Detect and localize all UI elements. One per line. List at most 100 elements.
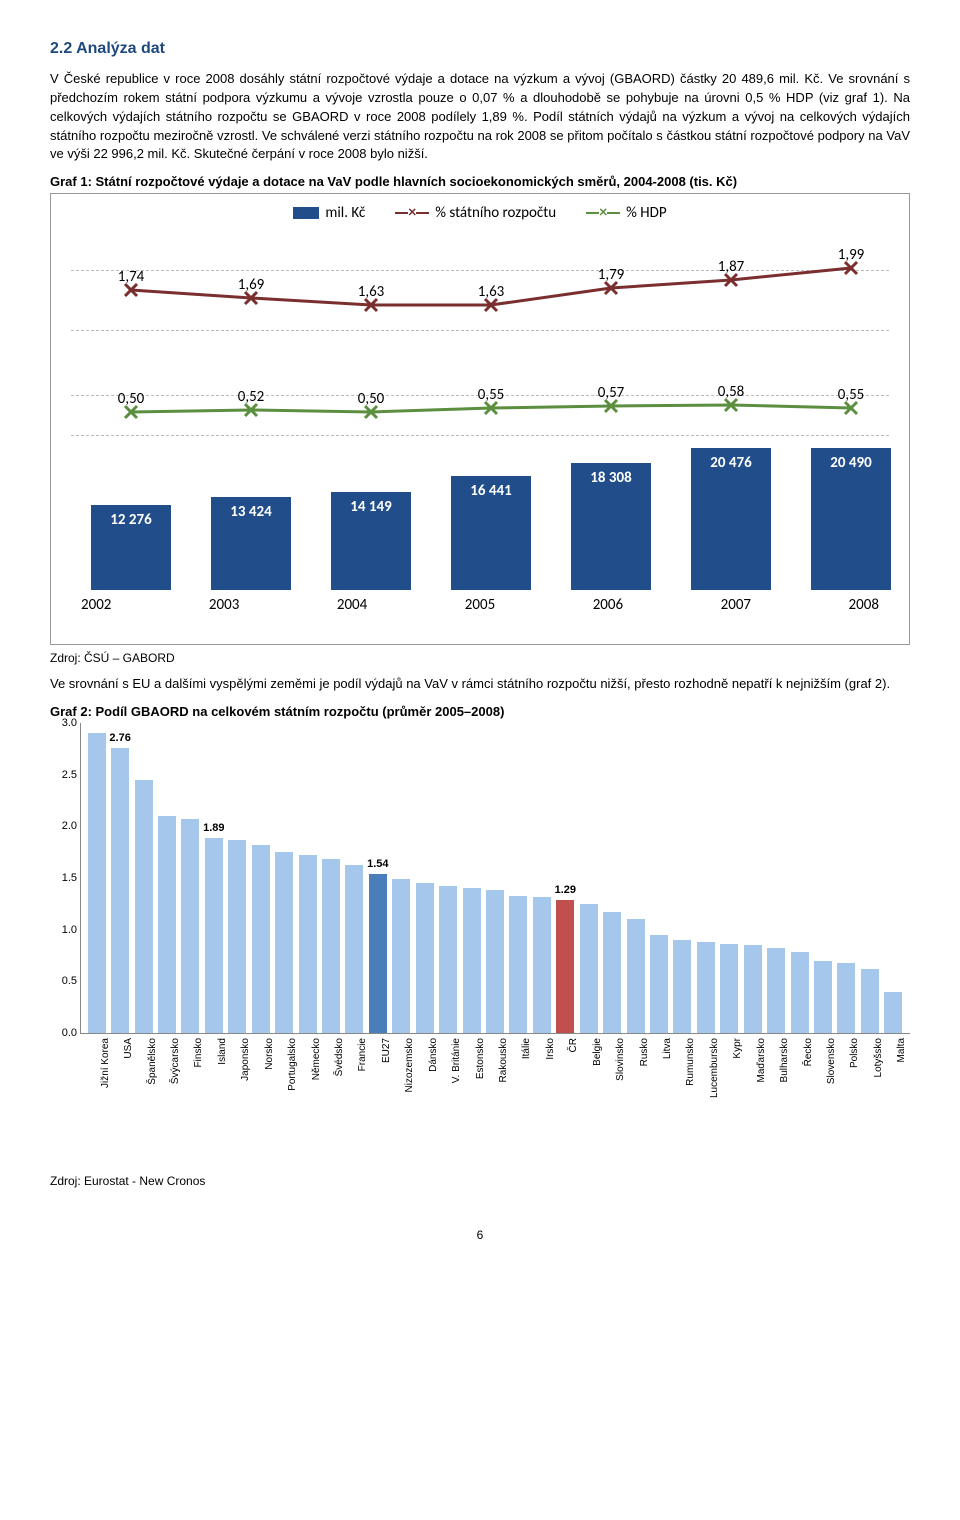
chart2-ytick: 2.5 <box>51 769 77 781</box>
chart2-country-label: USA <box>123 1038 134 1059</box>
chart2-country-label: Německo <box>311 1038 322 1080</box>
chart2-bar <box>252 845 270 1033</box>
chart2-bar <box>322 859 340 1033</box>
chart2-country-label: Rakousko <box>498 1038 509 1082</box>
chart1-year-label: 2003 <box>209 596 239 614</box>
chart1-bar: 16 441 <box>451 476 531 590</box>
chart2-source: Zdroj: Eurostat - New Cronos <box>50 1174 910 1188</box>
chart2-country-label: Finsko <box>193 1038 204 1067</box>
chart2-bar <box>556 900 574 1033</box>
chart2-bar <box>650 935 668 1033</box>
chart2-container: 0.00.51.01.52.02.53.02.761.891.541.29 Ji… <box>50 723 910 1124</box>
chart2-bar <box>791 952 809 1033</box>
chart2-country-label: Japonsko <box>240 1038 251 1081</box>
legend-item-bar: mil. Kč <box>293 204 365 222</box>
chart2-bar <box>627 919 645 1033</box>
chart1-bar: 18 308 <box>571 463 651 590</box>
chart2-country-label: Estonsko <box>475 1038 486 1079</box>
bar-swatch-icon <box>293 207 319 219</box>
chart2-value-label: 1.29 <box>555 884 576 896</box>
chart2-value-label: 1.54 <box>367 858 388 870</box>
chart2-country-label: Malta <box>896 1038 907 1062</box>
chart1-source: Zdroj: ČSÚ – GABORD <box>50 651 910 665</box>
chart2-country-label: Švédsko <box>334 1038 345 1076</box>
chart2-xaxis: Jižní KoreaUSAŠpanělskoŠvýcarskoFinskoIs… <box>80 1034 910 1124</box>
chart2-country-label: Litva <box>662 1038 673 1059</box>
chart2-country-label: Norsko <box>264 1038 275 1070</box>
chart2-bar <box>509 896 527 1033</box>
chart1-hdp-label: 0,58 <box>718 383 745 401</box>
chart1-bar: 13 424 <box>211 497 291 590</box>
chart2-bar <box>837 963 855 1033</box>
chart2-bar <box>744 945 762 1033</box>
chart1-hdp-label: 0,50 <box>358 390 385 408</box>
chart2-country-label: Řecko <box>803 1038 814 1066</box>
chart2-value-label: 1.89 <box>203 822 224 834</box>
chart2-country-label: EU27 <box>381 1038 392 1063</box>
chart2-bar <box>767 948 785 1033</box>
chart2-country-label: Jižní Korea <box>100 1038 111 1088</box>
chart1-budget-label: 1,79 <box>598 266 625 284</box>
chart2-bar <box>720 944 738 1033</box>
chart2-country-label: Lotyšsko <box>873 1038 884 1077</box>
chart2-ytick: 1.0 <box>51 924 77 936</box>
chart1-hdp-label: 0,50 <box>118 390 145 408</box>
chart2-bar <box>111 748 129 1033</box>
chart2-bar <box>181 819 199 1033</box>
chart2-bar <box>345 865 363 1033</box>
chart2-country-label: Island <box>217 1038 228 1065</box>
chart1-hdp-label: 0,55 <box>838 386 865 404</box>
chart2-bar <box>439 886 457 1033</box>
chart2-country-label: Maďarsko <box>756 1038 767 1083</box>
legend-item-hdp: × % HDP <box>586 204 666 222</box>
chart2-country-label: Rumunsko <box>685 1038 696 1086</box>
chart2-bar <box>135 780 153 1033</box>
chart2-bar <box>814 961 832 1033</box>
chart1-hdp-label: 0,57 <box>598 384 625 402</box>
chart2-bar <box>580 904 598 1033</box>
chart2-plot: 0.00.51.01.52.02.53.02.761.891.541.29 <box>80 723 910 1034</box>
chart2-bar <box>603 912 621 1033</box>
chart1-plot: 12 27613 42414 14916 44118 30820 47620 4… <box>71 240 889 590</box>
chart1-budget-label: 1,99 <box>838 246 865 264</box>
chart1-year-label: 2008 <box>849 596 879 614</box>
chart2-country-label: Lucembursko <box>709 1038 720 1098</box>
graf2-title: Graf 2: Podíl GBAORD na celkovém státním… <box>50 704 910 719</box>
legend-budget-label: % státního rozpočtu <box>435 204 556 222</box>
chart1-year-label: 2007 <box>721 596 751 614</box>
chart2-bar <box>299 855 317 1033</box>
chart2-country-label: Kypr <box>732 1038 743 1059</box>
chart1-year-label: 2004 <box>337 596 367 614</box>
chart1-hdp-label: 0,52 <box>238 388 265 406</box>
chart2-bar <box>275 852 293 1033</box>
chart2-ytick: 2.0 <box>51 820 77 832</box>
chart1-budget-label: 1,69 <box>238 276 265 294</box>
chart1-legend: mil. Kč × % státního rozpočtu × % HDP <box>61 204 899 222</box>
chart1-year-label: 2002 <box>81 596 111 614</box>
chart2-bar <box>88 733 106 1033</box>
chart2-ytick: 3.0 <box>51 717 77 729</box>
chart1-budget-label: 1,87 <box>718 258 745 276</box>
chart2-country-label: Dánsko <box>428 1038 439 1072</box>
legend-bar-label: mil. Kč <box>325 204 365 222</box>
chart2-bar <box>861 969 879 1033</box>
chart2-country-label: Švýcarsko <box>170 1038 181 1084</box>
chart2-ytick: 0.5 <box>51 975 77 987</box>
chart2-ytick: 0.0 <box>51 1027 77 1039</box>
chart2-country-label: ČR <box>568 1038 579 1052</box>
chart2-value-label: 2.76 <box>109 732 130 744</box>
legend-hdp-label: % HDP <box>626 204 666 222</box>
chart1-bar: 12 276 <box>91 505 171 590</box>
chart2-ytick: 1.5 <box>51 872 77 884</box>
legend-item-budget: × % státního rozpočtu <box>395 204 556 222</box>
chart1-hdp-label: 0,55 <box>478 386 505 404</box>
chart2-country-label: Polsko <box>849 1038 860 1068</box>
paragraph-1: V České republice v roce 2008 dosáhly st… <box>50 70 910 164</box>
chart2-bar <box>392 879 410 1033</box>
paragraph-2: Ve srovnání s EU a dalšími vyspělými zem… <box>50 675 910 694</box>
chart1-bar: 20 476 <box>691 448 771 590</box>
chart1-budget-label: 1,74 <box>118 268 145 286</box>
chart2-bar <box>463 888 481 1033</box>
chart1-container: mil. Kč × % státního rozpočtu × % HDP 12… <box>50 193 910 645</box>
chart2-country-label: Itálie <box>521 1038 532 1059</box>
